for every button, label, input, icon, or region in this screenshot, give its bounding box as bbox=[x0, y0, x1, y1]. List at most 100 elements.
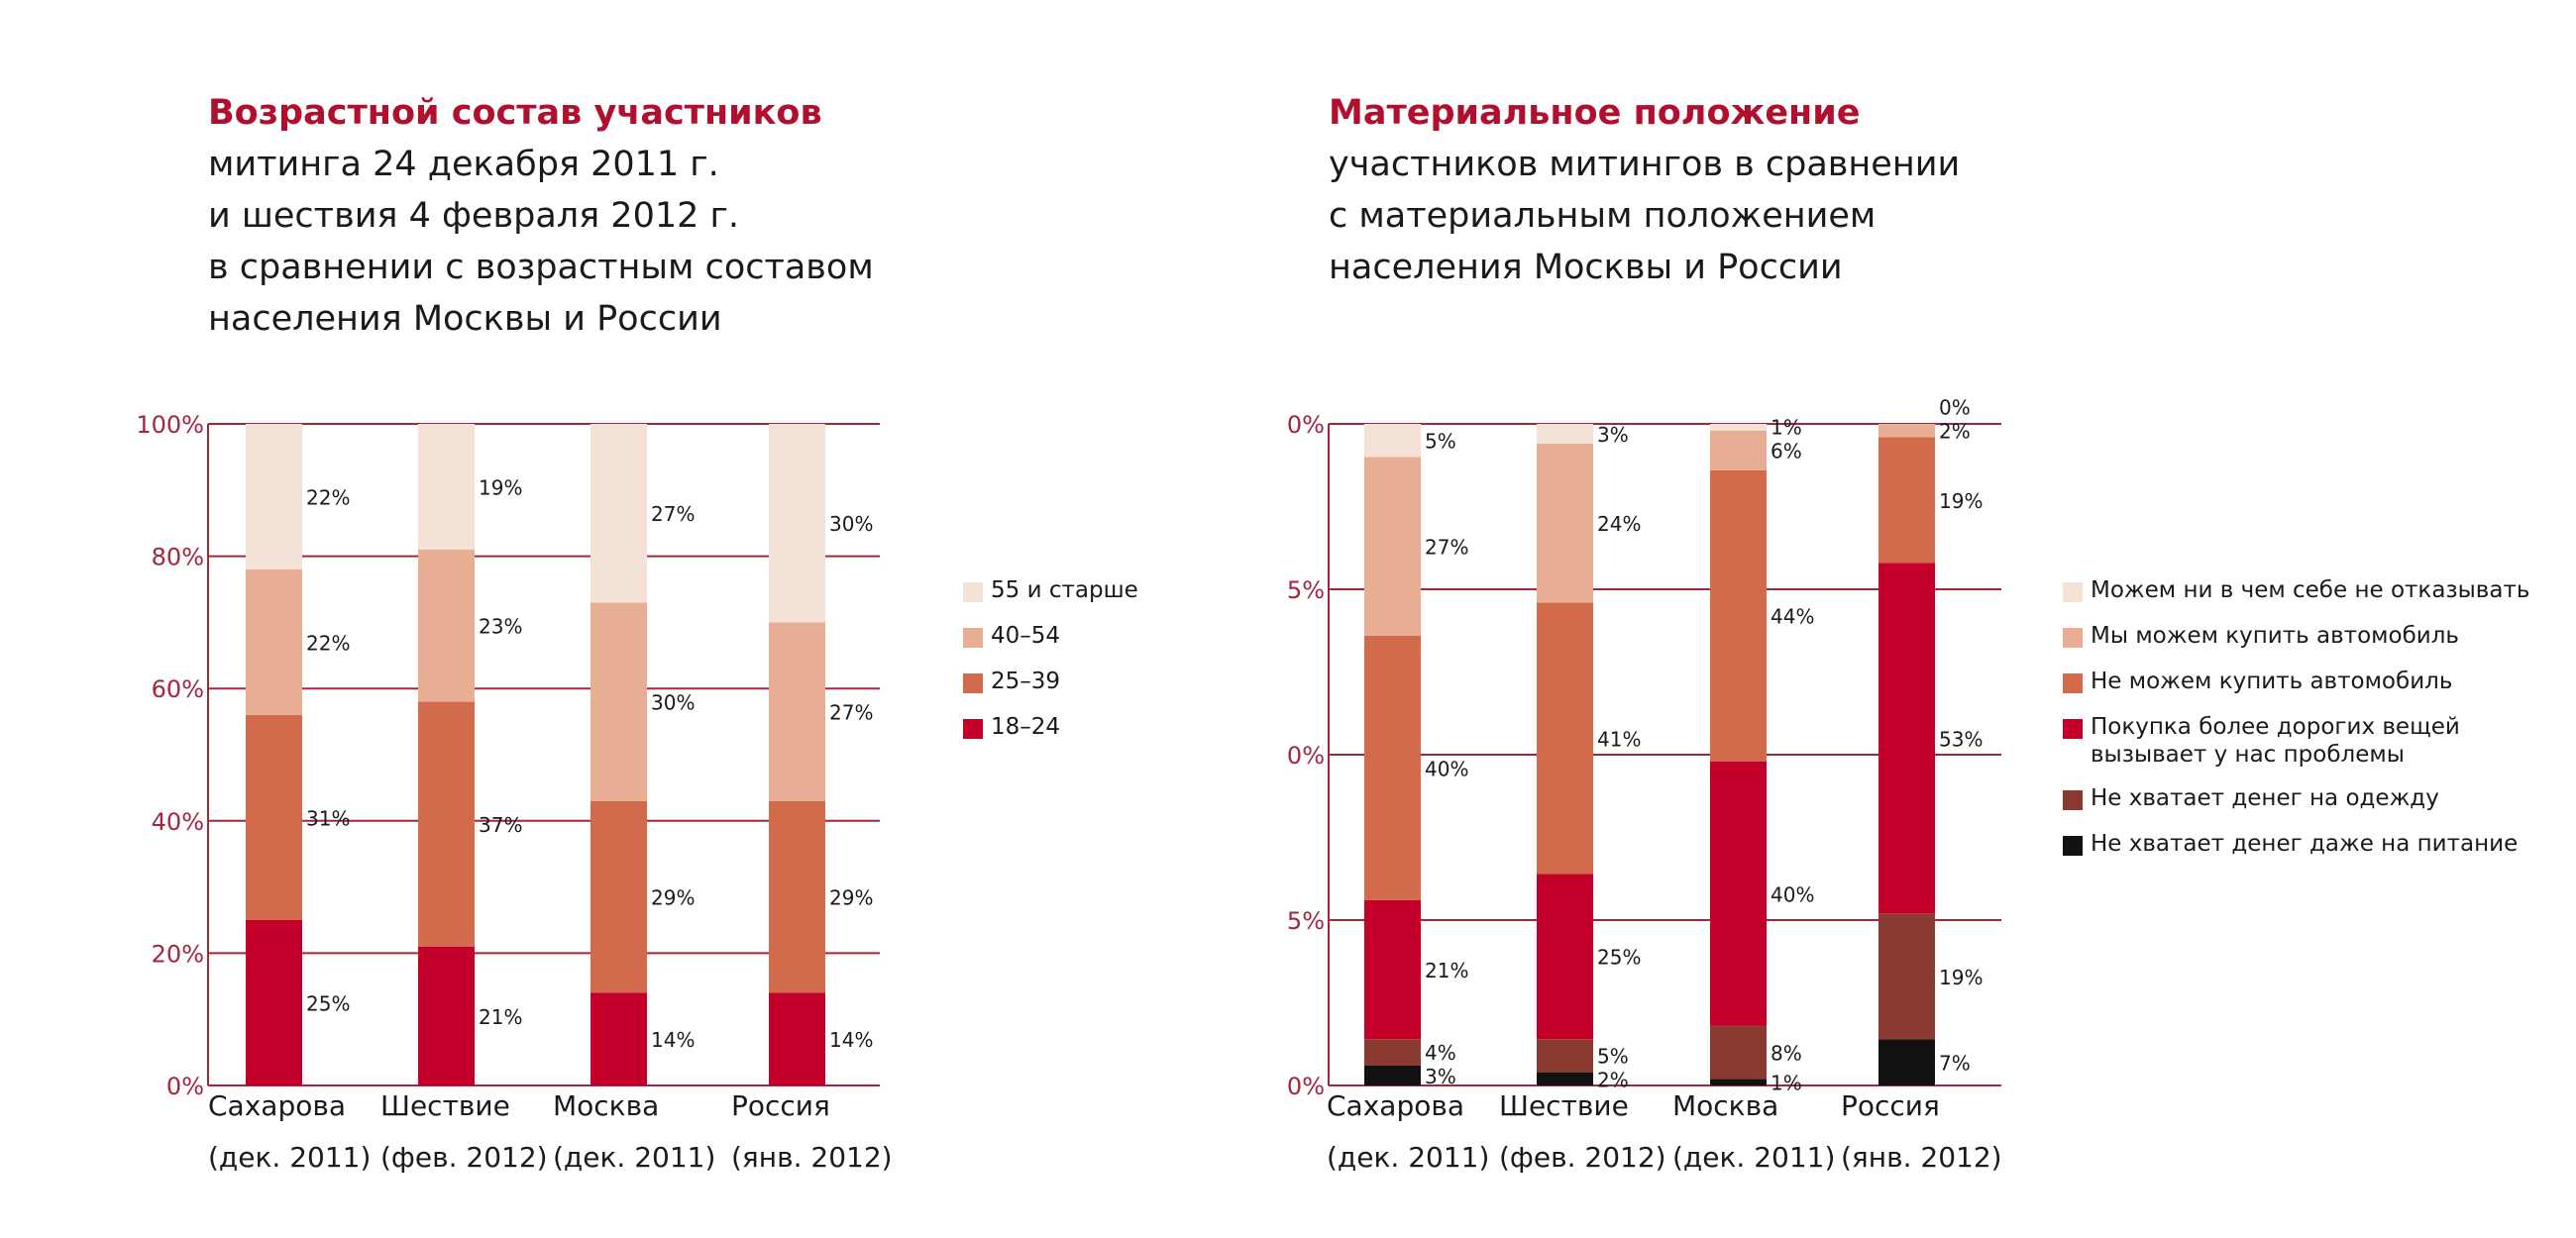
bar-segment-не-можем-купить-автомобиль bbox=[1537, 602, 1593, 875]
bar-segment-не-хватает-денег-на-одежду bbox=[1878, 913, 1935, 1040]
y-tick-label: 100% bbox=[1288, 411, 1325, 439]
age-chart-title-line: населения Москвы и России bbox=[208, 299, 722, 339]
data-label: 6% bbox=[1771, 440, 1802, 464]
bar-segment-55-и-старше bbox=[246, 424, 302, 569]
legend-label: Покупка более дорогих вещей вызывает у на… bbox=[2091, 714, 2460, 768]
bar-segment-55-и-старше bbox=[769, 424, 825, 623]
legend-label: 40–54 bbox=[991, 623, 1061, 649]
legend-label: 55 и старше bbox=[991, 577, 1138, 603]
data-label: 27% bbox=[651, 502, 695, 526]
data-label: 29% bbox=[651, 886, 695, 910]
x-category-label: (фев. 2012) bbox=[380, 1141, 548, 1174]
data-label: 44% bbox=[1771, 605, 1814, 629]
x-category-label: (янв. 2012) bbox=[1841, 1141, 2002, 1174]
data-label: 21% bbox=[479, 1005, 522, 1029]
bar-segment-40-54 bbox=[418, 549, 475, 702]
age-chart-title-line: и шествия 4 февраля 2012 г. bbox=[208, 196, 740, 236]
x-category-label: (дек. 2011) bbox=[1327, 1141, 1489, 1174]
legend-swatch bbox=[2063, 790, 2083, 810]
bar-segment-не-хватает-денег-даже-на-питание bbox=[1710, 1079, 1767, 1085]
bar-segment-мы-можем-купить-автомобиль bbox=[1710, 430, 1767, 470]
data-label: 30% bbox=[651, 691, 695, 715]
bar-segment-покупка-более-дорогих-вещей-вызывает-у-нас-проблемы bbox=[1710, 761, 1767, 1026]
data-label: 2% bbox=[1597, 1068, 1629, 1091]
data-label: 7% bbox=[1939, 1052, 1971, 1076]
bar-segment-40-54 bbox=[590, 602, 647, 801]
age-stacked-bar-chart: 0% 20% 40% 60% 80% 100% 25% 31% 22% 22% 21% 37% 23% 1… bbox=[136, 411, 892, 1174]
bar-segment-можем-ни-в-чем-себе-не-отказывать bbox=[1537, 424, 1593, 445]
legend-label: Не хватает денег на одежду bbox=[2091, 785, 2439, 811]
age-chart-title-highlight: Возрастной состав участников bbox=[208, 93, 822, 133]
x-category-label: (фев. 2012) bbox=[1499, 1141, 1666, 1174]
data-label: 5% bbox=[1425, 430, 1456, 454]
bar-segment-25-39 bbox=[246, 714, 302, 920]
x-category-label: Москва bbox=[553, 1089, 659, 1122]
data-label: 19% bbox=[1939, 966, 1983, 989]
data-label: 29% bbox=[829, 886, 873, 910]
data-label: 31% bbox=[306, 806, 350, 830]
data-label: 40% bbox=[1771, 882, 1814, 906]
x-category-label: Шествие bbox=[380, 1089, 510, 1122]
age-chart-title-line: митинга 24 декабря 2011 г. bbox=[208, 145, 719, 184]
wealth-chart-title-line: населения Москвы и России bbox=[1329, 248, 1843, 287]
wealth-chart-panel: Материальное положение участников митинг… bbox=[1288, 0, 2576, 1238]
data-label: 4% bbox=[1425, 1041, 1456, 1065]
x-category-label: Сахарова bbox=[1327, 1089, 1464, 1122]
bar-segment-40-54 bbox=[246, 568, 302, 715]
bar-segment-40-54 bbox=[769, 622, 825, 801]
legend-label: 18–24 bbox=[991, 714, 1061, 740]
data-label: 25% bbox=[1597, 946, 1641, 970]
wealth-chart-title-highlight: Материальное положение bbox=[1329, 93, 1861, 133]
age-chart-title: Возрастной состав участников митинга 24 … bbox=[208, 87, 874, 345]
legend-swatch bbox=[963, 719, 983, 739]
bar-segment-покупка-более-дорогих-вещей-вызывает-у-нас-проблемы bbox=[1878, 563, 1935, 914]
x-category-label: (дек. 2011) bbox=[208, 1141, 371, 1174]
data-label: 53% bbox=[1939, 727, 1983, 751]
data-label: 27% bbox=[1425, 536, 1468, 560]
y-tick-label: 80% bbox=[152, 544, 204, 571]
legend-swatch bbox=[963, 673, 983, 693]
bar-segment-не-хватает-денег-даже-на-питание bbox=[1364, 1065, 1421, 1085]
legend-label: Мы можем купить автомобиль bbox=[2091, 623, 2459, 649]
data-label: 23% bbox=[479, 615, 522, 639]
legend-swatch bbox=[963, 582, 983, 602]
data-label: 0% bbox=[1939, 396, 1971, 420]
wealth-chart-title-line: участников митингов в сравнении bbox=[1329, 145, 1961, 184]
y-tick-label: 75% bbox=[1288, 576, 1325, 604]
data-label: 22% bbox=[306, 485, 350, 509]
bar-segment-55-и-старше bbox=[418, 424, 475, 550]
data-label: 8% bbox=[1771, 1042, 1802, 1066]
data-label: 25% bbox=[306, 992, 350, 1016]
bar-segment-18-24 bbox=[769, 992, 825, 1085]
legend-swatch bbox=[2063, 719, 2083, 739]
bar-segment-не-хватает-денег-на-одежду bbox=[1710, 1025, 1767, 1080]
data-label: 14% bbox=[829, 1028, 873, 1052]
legend-label: Можем ни в чем себе не отказывать bbox=[2091, 577, 2530, 603]
data-label: 37% bbox=[479, 813, 522, 837]
legend-swatch bbox=[2063, 836, 2083, 856]
age-chart-title-line: в сравнении с возрастным составом bbox=[208, 248, 874, 287]
bar-segment-18-24 bbox=[418, 946, 475, 1085]
bar-segment-покупка-более-дорогих-вещей-вызывает-у-нас-проблемы bbox=[1537, 874, 1593, 1040]
x-category-label: Сахарова bbox=[208, 1089, 346, 1122]
bar-segment-можем-ни-в-чем-себе-не-отказывать bbox=[1710, 424, 1767, 431]
y-tick-label: 0% bbox=[1288, 1073, 1325, 1100]
y-tick-label: 60% bbox=[152, 675, 204, 703]
x-category-label: Шествие bbox=[1499, 1089, 1629, 1122]
data-label: 30% bbox=[829, 512, 873, 536]
bar-segment-не-можем-купить-автомобиль bbox=[1878, 437, 1935, 564]
legend-label: Не хватает денег даже на питание bbox=[2091, 831, 2519, 857]
bar-segment-не-хватает-денег-на-одежду bbox=[1537, 1039, 1593, 1073]
y-tick-label: 50% bbox=[1288, 742, 1325, 770]
wealth-chart-title-line: с материальным положением bbox=[1329, 196, 1877, 236]
legend-swatch bbox=[963, 628, 983, 648]
bar-segment-55-и-старше bbox=[590, 424, 647, 603]
y-tick-label: 40% bbox=[152, 808, 204, 836]
x-category-label: Россия bbox=[731, 1089, 830, 1122]
data-label: 24% bbox=[1597, 512, 1641, 536]
legend-swatch bbox=[2063, 582, 2083, 602]
data-label: 14% bbox=[651, 1028, 695, 1052]
data-label: 3% bbox=[1425, 1065, 1456, 1088]
bar-segment-не-можем-купить-автомобиль bbox=[1710, 469, 1767, 762]
bar-segment-мы-можем-купить-автомобиль bbox=[1878, 424, 1935, 438]
